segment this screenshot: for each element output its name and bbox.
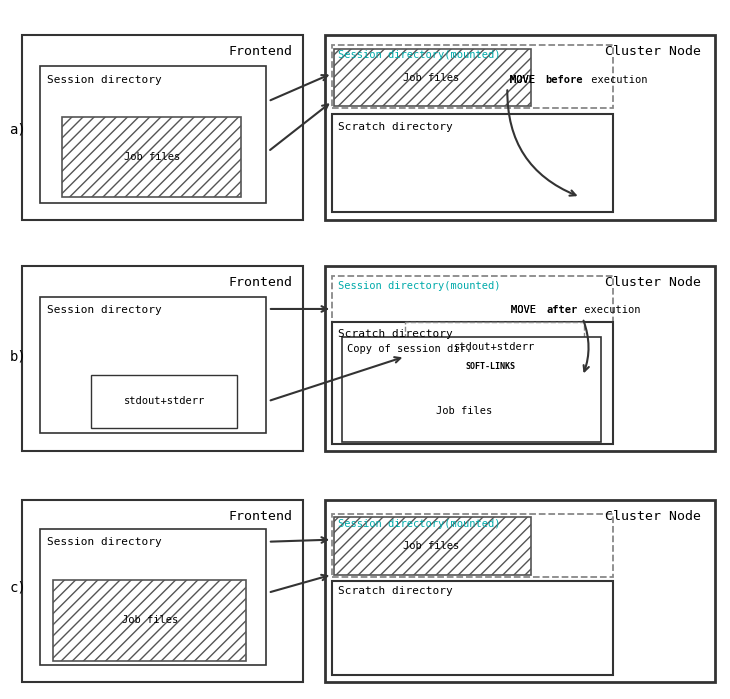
Bar: [349, 381, 579, 440]
Bar: [332, 322, 613, 444]
Text: Scratch directory: Scratch directory: [338, 329, 453, 338]
Bar: [342, 337, 601, 442]
Bar: [40, 297, 266, 433]
Text: MOVE: MOVE: [510, 75, 542, 85]
Text: Job files: Job files: [121, 615, 178, 625]
Text: Frontend: Frontend: [228, 45, 292, 59]
Bar: [405, 322, 584, 372]
Text: Cluster Node: Cluster Node: [604, 276, 701, 289]
Text: after: after: [546, 305, 577, 315]
Text: SOFT-LINKS: SOFT-LINKS: [466, 362, 515, 371]
Text: Frontend: Frontend: [228, 276, 292, 289]
Bar: [91, 375, 237, 428]
Bar: [332, 45, 613, 108]
Text: before: before: [545, 75, 583, 85]
Text: Session directory: Session directory: [47, 537, 162, 547]
Bar: [332, 114, 613, 212]
Text: Scratch directory: Scratch directory: [338, 586, 453, 596]
Text: stdout+stderr: stdout+stderr: [454, 342, 536, 352]
Text: Session directory(mounted): Session directory(mounted): [338, 281, 501, 291]
Text: Copy of session dir.: Copy of session dir.: [347, 344, 472, 354]
Text: Cluster Node: Cluster Node: [604, 510, 701, 524]
Bar: [22, 500, 303, 682]
Text: execution: execution: [585, 75, 648, 85]
Text: Job files: Job files: [402, 541, 459, 551]
Bar: [40, 66, 266, 203]
Bar: [40, 529, 266, 665]
Text: b): b): [9, 350, 26, 363]
Text: c): c): [9, 580, 26, 594]
Bar: [22, 266, 303, 451]
Bar: [325, 35, 715, 220]
Bar: [332, 276, 613, 339]
Text: execution: execution: [578, 305, 641, 315]
Bar: [334, 49, 531, 106]
Text: Session directory: Session directory: [47, 75, 162, 85]
Bar: [325, 266, 715, 451]
Text: stdout+stderr: stdout+stderr: [123, 396, 205, 406]
Bar: [22, 35, 303, 220]
Text: MOVE: MOVE: [511, 305, 542, 315]
Text: MOVE: MOVE: [510, 75, 542, 85]
Text: Cluster Node: Cluster Node: [604, 45, 701, 59]
Text: Job files: Job files: [123, 152, 180, 161]
Text: Session directory: Session directory: [47, 305, 162, 315]
Bar: [332, 514, 613, 577]
Text: Session directory(mounted): Session directory(mounted): [338, 519, 501, 528]
Bar: [334, 517, 531, 575]
Text: Session directory(mounted): Session directory(mounted): [338, 50, 501, 60]
Bar: [332, 581, 613, 675]
Text: MOVE: MOVE: [510, 75, 542, 85]
Text: Frontend: Frontend: [228, 510, 292, 524]
Text: MOVE: MOVE: [511, 305, 542, 315]
Bar: [53, 580, 246, 661]
Bar: [325, 500, 715, 682]
Bar: [62, 117, 241, 197]
Text: Scratch directory: Scratch directory: [338, 122, 453, 131]
Text: Job files: Job files: [402, 73, 459, 82]
Text: a): a): [9, 122, 26, 136]
Text: Job files: Job files: [436, 406, 493, 416]
